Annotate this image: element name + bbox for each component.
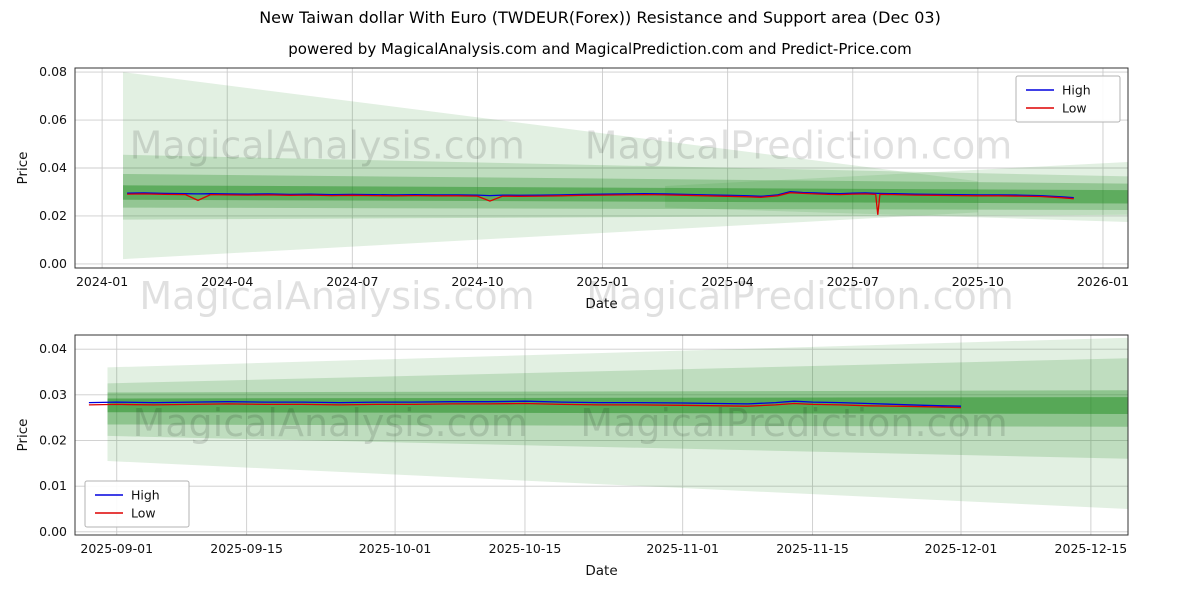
support-resistance-band — [107, 337, 1128, 509]
x-tick-label: 2025-12-01 — [925, 541, 998, 556]
legend-label-low: Low — [131, 506, 156, 521]
y-tick-label: 0.06 — [39, 112, 67, 127]
x-tick-label: 2025-10 — [952, 274, 1004, 289]
x-tick-label: 2024-07 — [326, 274, 378, 289]
support-resistance-band — [665, 162, 1128, 222]
recent-chart-canvas: MagicalAnalysis.com MagicalPrediction.com… — [15, 334, 1129, 579]
chart-subtitle: powered by MagicalAnalysis.com and Magic… — [288, 40, 912, 58]
x-tick-label: 2025-07 — [827, 274, 879, 289]
x-tick-label: 2024-04 — [201, 274, 253, 289]
plot-border — [74, 334, 1129, 536]
y-tick-label: 0.04 — [39, 160, 67, 175]
x-tick-label: 2026-01 — [1077, 274, 1129, 289]
y-tick-label: 0.00 — [39, 524, 67, 539]
legend-label-high: High — [131, 488, 160, 503]
x-axis-label: Date — [585, 296, 617, 312]
y-tick-label: 0.02 — [39, 432, 67, 447]
y-tick-label: 0.02 — [39, 208, 67, 223]
legend-label-low: Low — [1062, 101, 1087, 116]
legend-box — [84, 480, 190, 528]
overview-chart-canvas: MagicalAnalysis.com MagicalPrediction.com… — [15, 64, 1129, 312]
x-tick-label: 2025-10-01 — [359, 541, 432, 556]
x-tick-label: 2025-11-01 — [646, 541, 719, 556]
y-tick-label: 0.01 — [39, 478, 67, 493]
x-tick-label: 2025-10-15 — [489, 541, 562, 556]
plot-border — [74, 67, 1129, 269]
x-tick-label: 2024-01 — [76, 274, 128, 289]
x-tick-label: 2025-09-15 — [210, 541, 283, 556]
y-axis-label: Price — [15, 152, 31, 185]
y-tick-label: 0.03 — [39, 387, 67, 402]
legend-box — [1015, 75, 1121, 123]
series-line-high — [127, 191, 1074, 199]
x-tick-label: 2024-10 — [451, 274, 503, 289]
watermark: MagicalAnalysis.com — [132, 401, 527, 445]
y-axis-label: Price — [15, 419, 31, 452]
x-tick-label: 2025-12-15 — [1055, 541, 1128, 556]
x-tick-label: 2025-04 — [702, 274, 754, 289]
y-tick-label: 0.08 — [39, 64, 67, 79]
support-resistance-band — [123, 72, 978, 260]
series-line-low — [127, 192, 1074, 215]
watermark: MagicalPrediction.com — [580, 401, 1008, 445]
series-line-high — [88, 400, 962, 407]
support-resistance-band — [107, 397, 1128, 414]
x-tick-label: 2025-01 — [576, 274, 628, 289]
y-tick-label: 0.04 — [39, 341, 67, 356]
chart-title: New Taiwan dollar With Euro (TWDEUR(Fore… — [259, 8, 941, 27]
watermark: MagicalPrediction.com — [585, 123, 1013, 167]
series-line-low — [88, 402, 962, 409]
watermark: MagicalAnalysis.com — [130, 123, 525, 167]
x-tick-label: 2025-09-01 — [80, 541, 153, 556]
x-axis-label: Date — [585, 563, 617, 579]
legend-label-high: High — [1062, 83, 1091, 98]
y-tick-label: 0.00 — [39, 256, 67, 271]
x-tick-label: 2025-11-15 — [776, 541, 849, 556]
